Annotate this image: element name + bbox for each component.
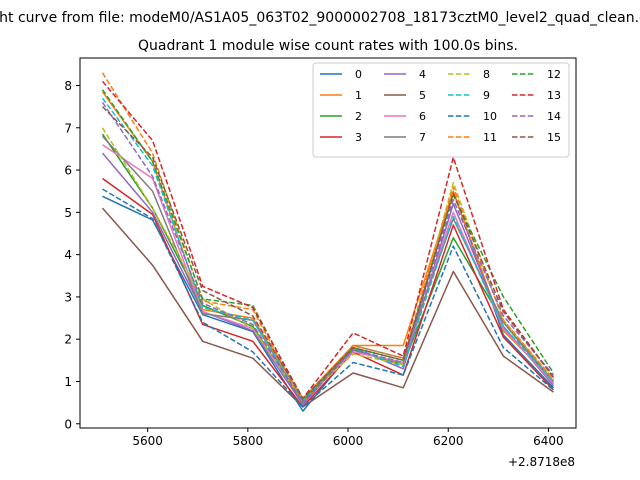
- series-line-9: [101, 97, 555, 402]
- series-line-8: [101, 127, 555, 402]
- y-tick-label: 4: [64, 248, 72, 262]
- y-tick-label: 0: [64, 417, 72, 431]
- legend-label-8: 8: [483, 68, 490, 81]
- x-tick-label: 6000: [333, 434, 364, 448]
- legend-label-10: 10: [483, 110, 497, 123]
- series-lines: [101, 72, 555, 412]
- legend-label-5: 5: [419, 89, 426, 102]
- x-tick-label: 5600: [132, 434, 163, 448]
- legend-label-4: 4: [419, 68, 426, 81]
- x-tick-label: 6400: [533, 434, 564, 448]
- legend-label-1: 1: [355, 89, 362, 102]
- legend-label-0: 0: [355, 68, 362, 81]
- y-tick-label: 5: [64, 206, 72, 220]
- series-line-15: [101, 106, 555, 400]
- legend-label-15: 15: [547, 131, 561, 144]
- legend-label-13: 13: [547, 89, 561, 102]
- legend-label-11: 11: [483, 131, 497, 144]
- series-line-6: [102, 144, 555, 402]
- legend-label-2: 2: [355, 110, 362, 123]
- series-line-13: [101, 80, 555, 400]
- y-tick-label: 7: [64, 121, 72, 135]
- x-tick-label: 5800: [233, 434, 264, 448]
- plot-frame: [79, 57, 577, 429]
- legend-label-7: 7: [419, 131, 426, 144]
- y-tick-label: 1: [64, 375, 72, 389]
- y-tick-label: 3: [64, 290, 72, 304]
- series-line-14: [101, 101, 555, 404]
- series-line-12: [101, 89, 555, 402]
- legend-label-6: 6: [419, 110, 426, 123]
- legend-label-3: 3: [355, 131, 362, 144]
- figure-suptitle: Light curve from file: modeM0/AS1A05_063…: [0, 10, 640, 26]
- y-tick-label: 2: [64, 333, 72, 347]
- y-tick-label: 6: [64, 164, 72, 178]
- x-tick-label: 6200: [433, 434, 464, 448]
- y-tick-label: 8: [64, 79, 72, 93]
- y-axis-ticks: 0 1 2 3 4 5 6 7 8: [64, 79, 80, 431]
- x-axis-offset-label: +2.8718e8: [508, 455, 575, 469]
- legend-label-12: 12: [547, 68, 561, 81]
- legend-label-14: 14: [547, 110, 561, 123]
- legend-box: [312, 62, 570, 158]
- series-line-10: [102, 188, 554, 408]
- chart-title: Quadrant 1 module wise count rates with …: [138, 38, 518, 54]
- x-axis-ticks: 5600 5800 6000 6200 6400: [132, 428, 564, 448]
- legend-label-9: 9: [483, 89, 490, 102]
- series-line-5: [101, 207, 554, 408]
